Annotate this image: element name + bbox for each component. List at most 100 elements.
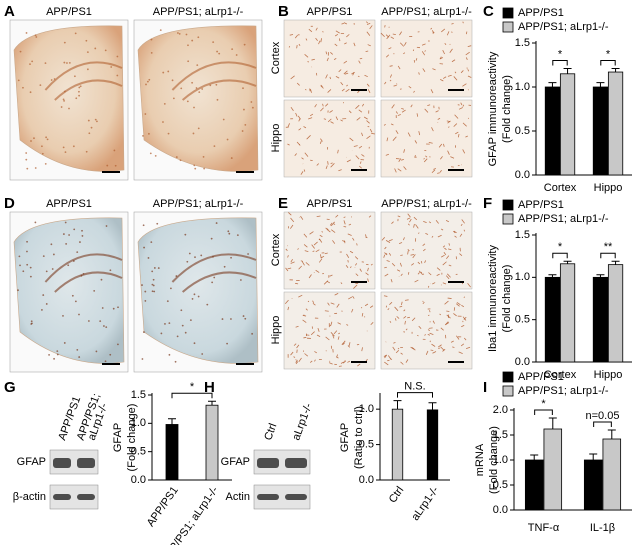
cell-process [400,361,404,365]
cell-process [407,223,410,226]
cell-process [325,74,328,79]
stain-dot [215,83,218,86]
cell-process [396,269,401,272]
cell-process [425,155,428,158]
stain-dot [162,121,164,123]
stain-dot [167,70,170,73]
stain-dot [193,293,196,296]
cell-process [320,84,323,88]
cell-process [290,351,294,356]
cell-process [287,143,290,146]
cell-process [444,247,447,250]
cell-process [337,336,340,340]
cell-process [357,363,361,367]
cell-process [428,327,433,329]
legend-swatch [502,7,514,19]
cell-process [350,266,352,269]
stain-dot [29,91,32,94]
cell-process [340,81,344,86]
cell-process [315,269,320,273]
stain-dot [206,303,209,306]
cell-process [358,145,363,149]
cell-process [415,224,419,229]
stain-dot [212,255,214,258]
cell-process [452,346,455,348]
cell-process [360,306,363,309]
cell-process [352,295,355,299]
panel-label: C [483,3,494,20]
cell-process [290,106,294,112]
bar [607,71,624,176]
stain-dot [170,287,172,290]
cell-process [458,351,463,354]
cell-process [459,253,463,256]
cell-process [330,321,333,326]
cell-process [326,57,329,62]
cell-process [316,215,321,217]
cell-process [399,305,403,308]
stain-dot [180,87,183,90]
stain-dot [71,294,74,297]
cell-process [447,150,450,155]
stain-dot [241,130,244,132]
cell-process [401,109,406,113]
cell-process [400,352,403,355]
cell-process [297,115,301,120]
cell-process [395,111,398,114]
cell-process [290,261,295,264]
cell-process [329,222,333,226]
cell-process [347,233,352,236]
cell-process [306,135,311,140]
cell-process [317,327,320,332]
cell-process [303,169,306,172]
cell-process [440,79,444,82]
cell-process [335,76,340,79]
cell-process [369,305,374,308]
cell-process [403,166,407,170]
cell-process [413,216,418,221]
cell-process [435,219,439,224]
cell-process [388,239,393,242]
stain-dot [78,86,81,89]
cell-process [460,70,464,74]
cell-process [447,74,452,77]
legend-label: APP/PS1 [518,199,564,211]
cell-process [320,255,325,259]
cell-process [343,216,346,219]
cell-process [343,220,346,225]
stain-dot [162,71,165,74]
cell-process [338,69,342,73]
cell-process [365,272,369,276]
cell-process [330,332,335,337]
cell-process [370,263,373,266]
bar [205,404,219,481]
row-label: Cortex [270,233,282,266]
stain-dot [117,343,119,346]
stain-dot [213,145,216,148]
cell-process [309,360,313,363]
cell-process [332,240,336,244]
stain-dot [142,224,145,227]
cell-process [385,253,388,255]
cell-process [320,138,323,142]
stain-dot [53,357,55,360]
stain-dot [156,222,159,225]
cell-process [388,47,392,50]
stain-dot [100,278,103,281]
cell-process [359,165,363,169]
cell-process [432,68,436,71]
stain-dot [243,108,245,111]
cell-process [346,84,348,87]
cell-process [463,316,467,320]
stain-dot [65,243,68,245]
cell-process [293,343,297,346]
cell-process [403,149,405,153]
stain-dot [44,163,47,165]
panel-label: A [4,3,15,20]
cell-process [320,85,324,89]
cell-process [394,318,397,321]
cell-process [465,346,471,350]
y-tick-label: 0.0 [359,474,374,486]
stain-dot [191,81,194,84]
x-tick-label: Hippo [594,369,623,381]
